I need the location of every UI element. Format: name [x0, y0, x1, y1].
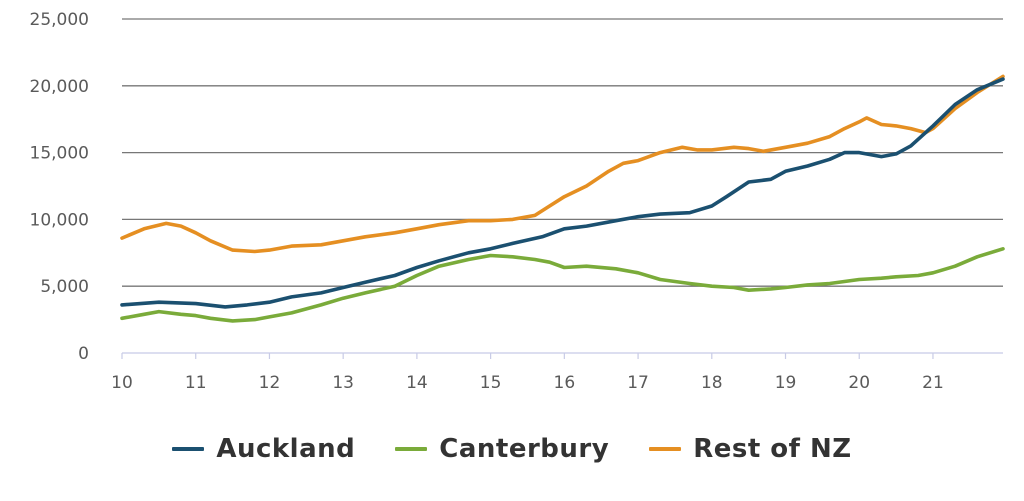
x-axis: 10 11 12 13 14 15 16 17 18 19 20 21: [111, 353, 944, 393]
y-tick-label: 20,000: [30, 77, 89, 97]
legend-swatch-canterbury: [395, 447, 428, 451]
x-tick-label: 15: [480, 373, 502, 393]
legend-item-rest-of-nz: Rest of NZ: [649, 434, 851, 464]
x-tick-label: 12: [259, 373, 281, 393]
series-line-rest-of-nz: [120, 74, 1005, 254]
legend-swatch-auckland: [172, 447, 205, 451]
x-tick-label: 20: [848, 373, 870, 393]
legend-swatch-rest-of-nz: [649, 447, 682, 451]
legend-label-auckland: Auckland: [216, 434, 356, 464]
y-tick-label: 0: [78, 344, 89, 364]
legend-label-rest-of-nz: Rest of NZ: [693, 434, 852, 464]
x-tick-label: 21: [922, 373, 944, 393]
series-lines: [120, 74, 1005, 323]
x-tick-label: 19: [775, 373, 797, 393]
y-tick-label: 10,000: [30, 210, 89, 230]
series-line-canterbury: [120, 247, 1005, 323]
x-tick-label: 17: [627, 373, 649, 393]
series-line-auckland: [120, 77, 1005, 309]
gridlines: [122, 18, 1003, 354]
y-tick-label: 15,000: [30, 144, 89, 164]
legend-item-auckland: Auckland: [172, 434, 355, 464]
legend-item-canterbury: Canterbury: [395, 434, 609, 464]
x-tick-label: 13: [332, 373, 354, 393]
y-tick-label: 5,000: [40, 277, 89, 297]
y-tick-label: 25,000: [30, 10, 89, 30]
y-axis-tick-labels: 0 5,000 10,000 15,000 20,000 25,000: [30, 10, 89, 364]
x-tick-label: 11: [185, 373, 207, 393]
x-tick-label: 18: [701, 373, 723, 393]
legend-label-canterbury: Canterbury: [439, 434, 610, 464]
x-tick-label: 16: [554, 373, 576, 393]
legend: Auckland Canterbury Rest of NZ: [0, 434, 1024, 464]
x-tick-label: 14: [406, 373, 428, 393]
x-tick-label: 10: [111, 373, 133, 393]
